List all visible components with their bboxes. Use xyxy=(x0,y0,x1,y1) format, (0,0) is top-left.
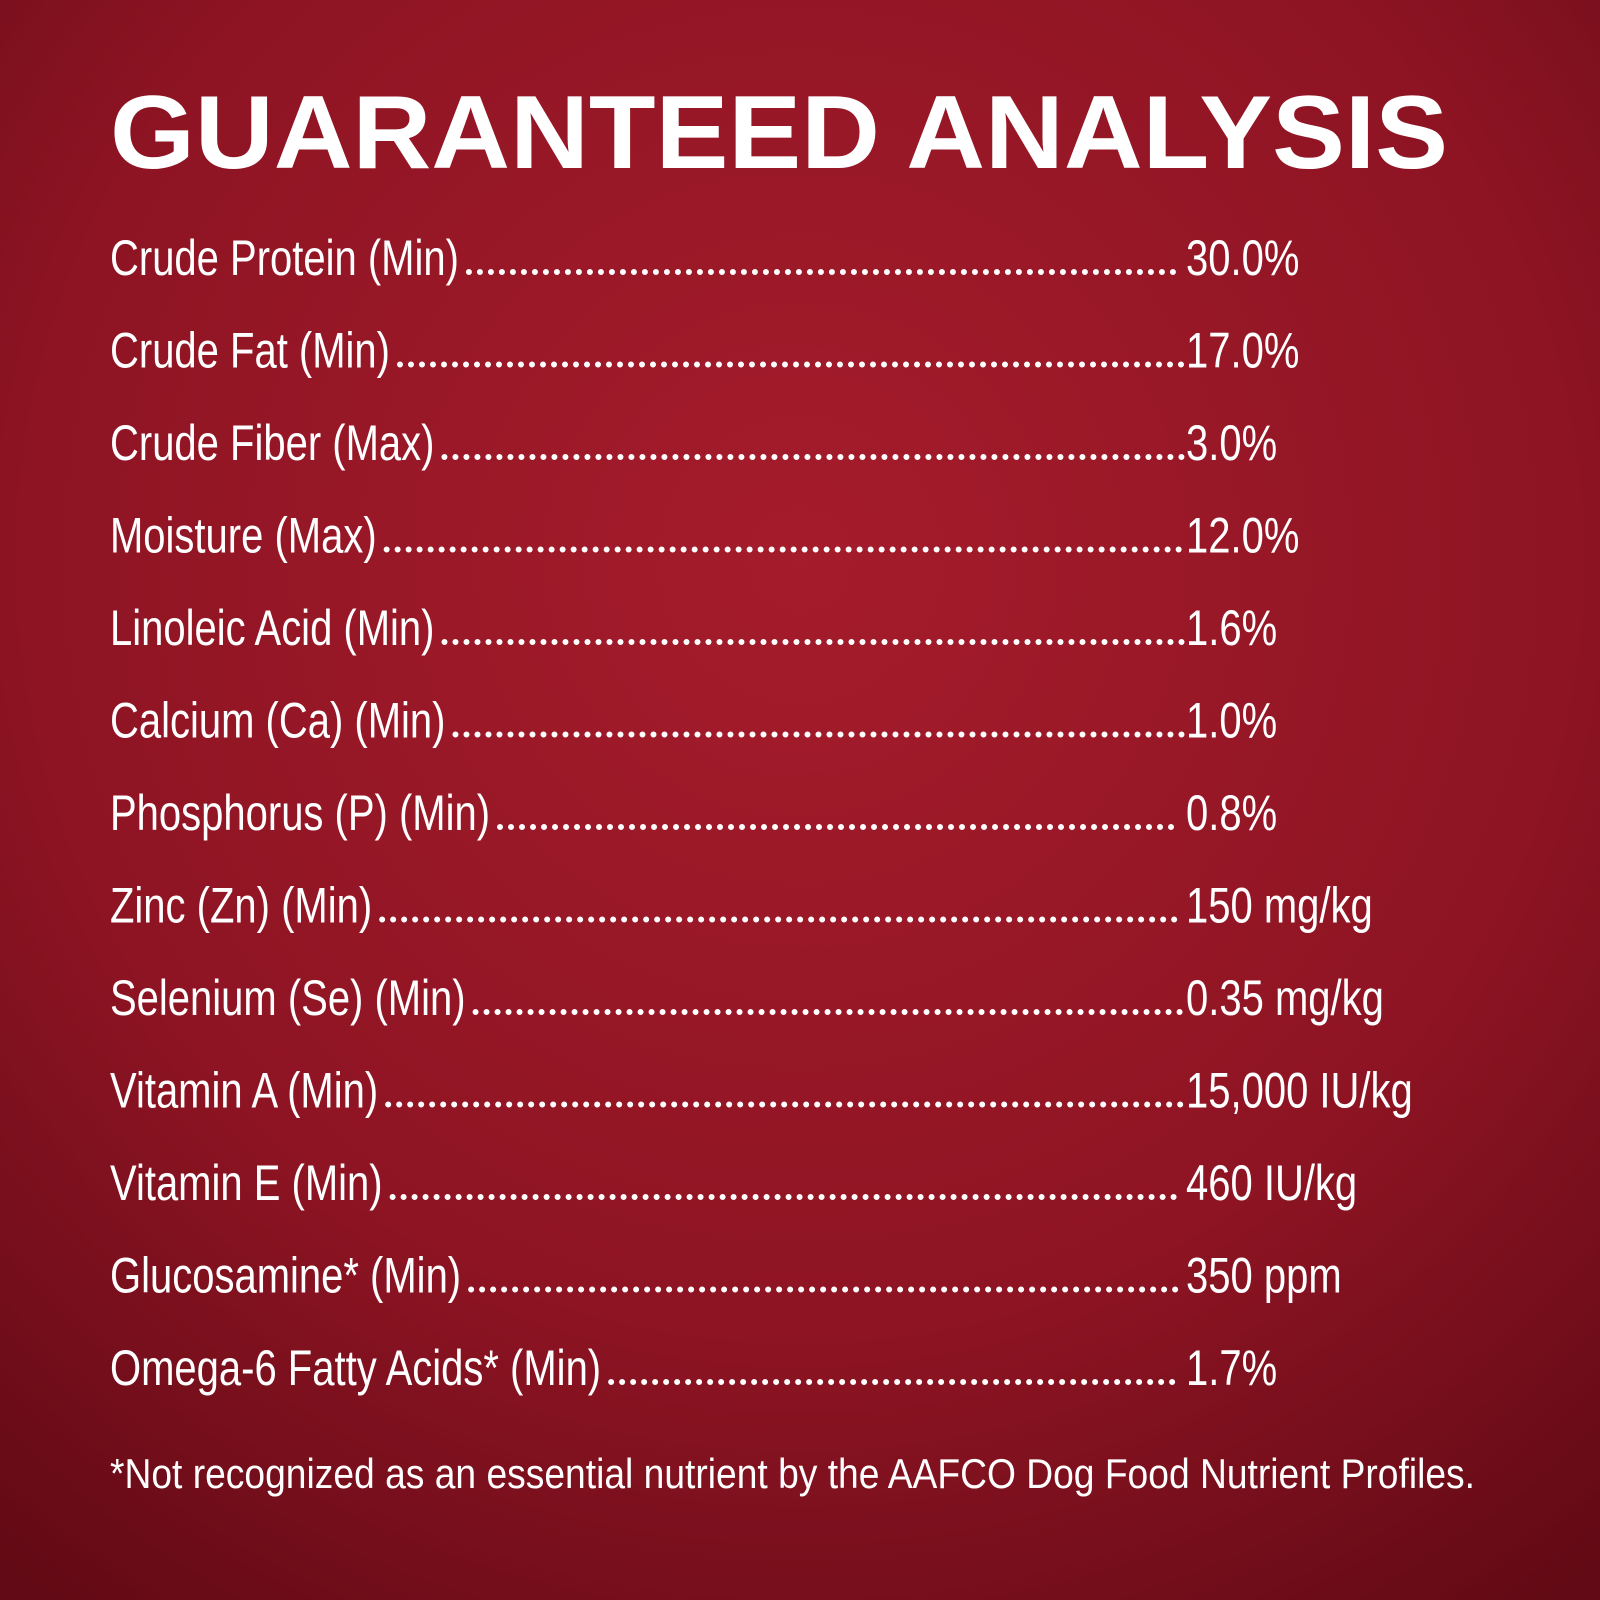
label-group: Linoleic Acid (Min) xyxy=(110,600,434,656)
value-group: 1.0% xyxy=(1186,692,1277,748)
nutrient-label: Omega-6 Fatty Acids* (Min) xyxy=(110,1340,601,1396)
table-row: Moisture (Max) 12.0% xyxy=(110,507,1299,563)
label-group: Moisture (Max) xyxy=(110,507,377,563)
value-group: 0.35 mg/kg xyxy=(1186,970,1384,1026)
nutrient-label: Vitamin E (Min) xyxy=(110,1155,383,1211)
table-row: Vitamin E (Min) 460 IU/kg xyxy=(110,1155,1357,1211)
nutrient-value: 3.0% xyxy=(1186,415,1277,471)
nutrient-value: 150 mg/kg xyxy=(1186,877,1373,933)
value-group: 0.8% xyxy=(1186,785,1277,841)
value-group: 3.0% xyxy=(1186,415,1277,471)
label-group: Zinc (Zn) (Min) xyxy=(110,877,372,933)
label-group: Vitamin E (Min) xyxy=(110,1155,383,1211)
value-group: 17.0% xyxy=(1186,322,1299,378)
nutrient-label: Moisture (Max) xyxy=(110,507,377,563)
nutrient-value: 12.0% xyxy=(1186,507,1299,563)
table-row: Selenium (Se) (Min) 0.35 mg/kg xyxy=(110,970,1384,1026)
analysis-table: Crude Protein (Min) 30.0% Crude Fat (Min) 1… xyxy=(110,230,1413,1396)
nutrient-label: Crude Fat (Min) xyxy=(110,322,390,378)
nutrient-label: Zinc (Zn) (Min) xyxy=(110,877,372,933)
nutrient-label: Selenium (Se) (Min) xyxy=(110,970,466,1026)
value-group: 460 IU/kg xyxy=(1186,1155,1357,1211)
label-group: Selenium (Se) (Min) xyxy=(110,970,466,1026)
table-row: Vitamin A (Min) 15,000 IU/kg xyxy=(110,1062,1413,1118)
table-row: Linoleic Acid (Min) 1.6% xyxy=(110,600,1277,656)
label-group: Omega-6 Fatty Acids* (Min) xyxy=(110,1340,601,1396)
value-group: 1.6% xyxy=(1186,600,1277,656)
label-group: Crude Protein (Min) xyxy=(110,230,459,286)
label-group: Glucosamine* (Min) xyxy=(110,1247,461,1303)
footnote: *Not recognized as an essential nutrient… xyxy=(110,1450,1475,1497)
nutrient-label: Phosphorus (P) (Min) xyxy=(110,785,490,841)
nutrient-value: 1.6% xyxy=(1186,600,1277,656)
table-row: Calcium (Ca) (Min) 1.0% xyxy=(110,692,1277,748)
nutrient-label: Linoleic Acid (Min) xyxy=(110,600,434,656)
table-row: Crude Fiber (Max) 3.0% xyxy=(110,415,1277,471)
table-row: Zinc (Zn) (Min) 150 mg/kg xyxy=(110,877,1373,933)
nutrient-value: 0.35 mg/kg xyxy=(1186,970,1384,1026)
nutrient-value: 17.0% xyxy=(1186,322,1299,378)
nutrient-label: Crude Protein (Min) xyxy=(110,230,459,286)
nutrient-label: Crude Fiber (Max) xyxy=(110,415,434,471)
nutrient-value: 15,000 IU/kg xyxy=(1186,1062,1413,1118)
value-group: 1.7% xyxy=(1186,1340,1277,1396)
nutrient-value: 1.0% xyxy=(1186,692,1277,748)
value-group: 150 mg/kg xyxy=(1186,877,1373,933)
value-group: 350 ppm xyxy=(1186,1247,1342,1303)
nutrient-value: 1.7% xyxy=(1186,1340,1277,1396)
nutrient-value: 460 IU/kg xyxy=(1186,1155,1357,1211)
nutrient-label: Calcium (Ca) (Min) xyxy=(110,692,445,748)
nutrient-value: 0.8% xyxy=(1186,785,1277,841)
label-group: Calcium (Ca) (Min) xyxy=(110,692,445,748)
label-group: Crude Fiber (Max) xyxy=(110,415,434,471)
table-row: Phosphorus (P) (Min) 0.8% xyxy=(110,785,1277,841)
label-group: Crude Fat (Min) xyxy=(110,322,390,378)
table-row: Crude Fat (Min) 17.0% xyxy=(110,322,1299,378)
value-group: 30.0% xyxy=(1186,230,1299,286)
label-group: Phosphorus (P) (Min) xyxy=(110,785,490,841)
table-row: Crude Protein (Min) 30.0% xyxy=(110,230,1299,286)
value-group: 15,000 IU/kg xyxy=(1186,1062,1413,1118)
nutrient-value: 350 ppm xyxy=(1186,1247,1342,1303)
nutrient-value: 30.0% xyxy=(1186,230,1299,286)
label-group: Vitamin A (Min) xyxy=(110,1062,378,1118)
value-group: 12.0% xyxy=(1186,507,1299,563)
table-row: Omega-6 Fatty Acids* (Min) 1.7% xyxy=(110,1340,1277,1396)
nutrient-label: Vitamin A (Min) xyxy=(110,1062,378,1118)
nutrient-label: Glucosamine* (Min) xyxy=(110,1247,461,1303)
table-row: Glucosamine* (Min) 350 ppm xyxy=(110,1247,1342,1303)
title: GUARANTEED ANALYSIS xyxy=(110,75,1448,191)
